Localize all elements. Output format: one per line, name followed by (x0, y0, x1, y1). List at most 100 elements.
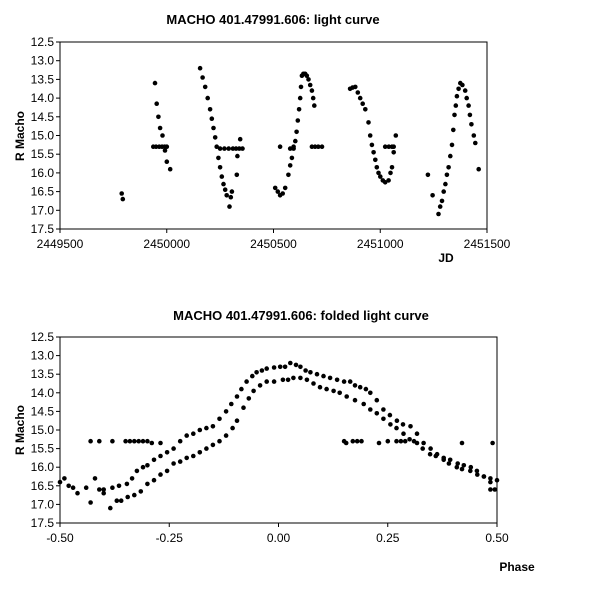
x-tick-label: 0.50 (485, 531, 509, 545)
y-tick-label: 14.5 (31, 404, 55, 418)
data-point (235, 153, 240, 159)
data-point (314, 371, 320, 377)
x-axis-label: Phase (499, 560, 535, 574)
data-point (443, 181, 448, 187)
data-point (388, 422, 393, 427)
data-point (207, 107, 213, 112)
y-tick-label: 17.5 (31, 222, 55, 236)
data-point (476, 166, 482, 172)
data-point (241, 405, 246, 411)
data-point (129, 476, 135, 481)
data-point (205, 95, 210, 101)
data-point (462, 88, 468, 93)
data-point (239, 386, 244, 392)
data-point (366, 120, 371, 125)
data-point (217, 416, 222, 422)
data-point (191, 431, 196, 437)
data-point (391, 150, 397, 155)
data-point (368, 390, 373, 396)
data-point (217, 438, 222, 444)
y-tick-label: 14.5 (31, 110, 55, 124)
data-point (434, 451, 440, 457)
data-point (246, 396, 252, 401)
y-tick-label: 14.0 (31, 386, 55, 400)
data-point (226, 146, 231, 151)
data-point (393, 133, 399, 138)
data-point (308, 370, 313, 375)
data-point (475, 472, 480, 477)
data-point (312, 103, 317, 108)
data-point (108, 505, 113, 511)
data-point (287, 163, 293, 168)
data-point (197, 450, 203, 455)
x-tick-label: 2450500 (250, 237, 297, 251)
data-point (354, 438, 360, 444)
data-point (223, 433, 229, 438)
data-point (154, 101, 159, 106)
data-point (367, 133, 373, 138)
data-point (233, 146, 239, 151)
data-point (473, 140, 478, 146)
data-point (401, 431, 406, 437)
folded-light-curve-chart: MACHO 401.47991.606: folded light curve … (13, 308, 535, 574)
data-point (447, 457, 453, 463)
data-point (293, 138, 298, 144)
data-point (110, 438, 115, 444)
data-point (357, 384, 363, 390)
data-point (454, 93, 460, 99)
data-point (331, 388, 336, 394)
y-tick-label: 16.5 (31, 185, 55, 199)
data-point (461, 463, 467, 468)
data-point (310, 95, 316, 101)
data-point (210, 442, 216, 448)
data-point (114, 498, 120, 504)
data-point (227, 204, 232, 209)
data-point (140, 464, 146, 470)
data-point (378, 174, 383, 179)
data-point (264, 379, 270, 384)
data-point (350, 438, 356, 444)
data-point (222, 146, 227, 151)
data-point (298, 375, 303, 381)
data-point (152, 80, 158, 86)
data-point (309, 144, 315, 149)
data-point (363, 386, 369, 392)
data-point (140, 438, 146, 444)
data-point (184, 433, 189, 438)
data-point (386, 178, 391, 183)
data-point (352, 397, 358, 403)
data-point (374, 411, 380, 416)
data-point (344, 394, 350, 399)
data-point (222, 187, 228, 192)
data-point (145, 438, 150, 444)
data-point (118, 498, 124, 504)
data-point (160, 133, 165, 138)
data-point (363, 107, 368, 112)
data-point (287, 146, 293, 151)
data-point (223, 409, 229, 414)
data-point (167, 166, 173, 172)
data-point (394, 425, 399, 431)
data-point (200, 75, 205, 80)
data-point (441, 189, 447, 194)
chart-title: MACHO 401.47991.606: folded light curve (173, 308, 429, 323)
data-point (184, 455, 189, 461)
data-point (282, 364, 288, 370)
data-point (459, 440, 465, 446)
data-point (303, 368, 308, 373)
data-point (319, 144, 325, 149)
data-point (254, 370, 259, 375)
data-point (298, 84, 304, 90)
data-point (151, 477, 157, 483)
data-point (353, 84, 358, 90)
data-point (294, 129, 299, 135)
data-point (297, 95, 303, 101)
data-point (312, 144, 318, 149)
data-point (288, 360, 293, 366)
data-point (488, 487, 493, 492)
data-point (398, 438, 404, 444)
data-point (407, 437, 412, 442)
y-tick-label: 12.5 (31, 330, 55, 344)
data-point (304, 73, 310, 78)
